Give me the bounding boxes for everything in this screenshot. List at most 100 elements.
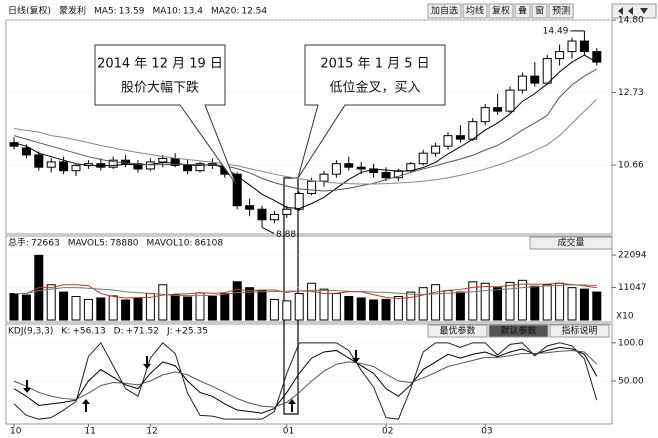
indicator-line	[13, 68, 598, 192]
volume-bar	[195, 292, 205, 321]
candle-body	[505, 89, 515, 112]
header-text: 86108	[194, 239, 223, 249]
toolbar-button[interactable]	[531, 3, 548, 19]
candle-body	[381, 171, 391, 179]
volume-bar	[369, 299, 379, 321]
volume-bar	[517, 279, 527, 321]
volume-panel	[5, 235, 613, 323]
toolbar-button-label: 窗	[535, 5, 544, 17]
y-tick-label: 22094	[618, 251, 647, 261]
callout-1: 2014 年 12 月 19 日 股价大幅下跌	[94, 44, 237, 185]
volume-bar	[232, 281, 242, 321]
indicator-line	[13, 346, 598, 414]
indicator-button-label: 指标说明	[561, 325, 597, 337]
volume-bar	[158, 284, 168, 321]
arrow	[82, 399, 90, 412]
volume-bar	[83, 298, 93, 321]
y-tick-label: 50.00	[618, 377, 644, 387]
volume-bar	[207, 295, 217, 321]
arrow	[352, 350, 360, 363]
volume-bar	[9, 293, 19, 321]
volume-bar	[530, 285, 540, 321]
candle-body	[46, 161, 56, 168]
toolbar-button[interactable]	[548, 3, 574, 19]
volume-bar	[431, 284, 441, 321]
header-text: K:	[61, 327, 70, 337]
callout-line: 2015 年 1 月 5 日	[320, 57, 429, 72]
indicator-button[interactable]	[427, 324, 488, 338]
volume-bar	[96, 297, 106, 321]
volume-bar	[319, 288, 329, 321]
candle-body	[555, 51, 565, 60]
arrow	[23, 380, 31, 393]
volume-bar	[381, 298, 391, 321]
header-text: MA20:	[211, 7, 239, 17]
volume-bar	[331, 293, 341, 321]
indicator-line	[13, 54, 598, 210]
y-tick-label: 11047	[618, 283, 647, 293]
candle-body	[307, 180, 317, 194]
dropdown-label: 成交量	[557, 237, 584, 249]
nav-arrows	[618, 7, 648, 15]
candle-body	[331, 163, 341, 175]
toolbar-button-label: 预测	[552, 6, 570, 17]
x-tick-label: 01	[283, 427, 294, 437]
candle-body	[121, 159, 131, 165]
x-tick-label: 10	[10, 427, 22, 437]
candle-body	[319, 173, 329, 182]
x-tick-label: 12	[146, 427, 157, 437]
volume-bar	[183, 296, 193, 321]
price-panel	[5, 19, 613, 235]
candle-body	[257, 208, 267, 221]
candle-body	[71, 164, 81, 172]
header-text: 总手:	[8, 237, 29, 249]
volume-bar	[455, 291, 465, 321]
header-text: 13.4	[183, 7, 203, 17]
volume-bar	[121, 299, 131, 321]
header-text: KDJ(9,3,3)	[8, 327, 53, 337]
toolbar-button[interactable]	[488, 3, 514, 19]
volume-bar	[170, 294, 180, 321]
dropdown[interactable]	[529, 236, 613, 250]
header-text: D:	[114, 327, 124, 337]
callout-shape	[94, 44, 237, 185]
header-text: MAVOL10:	[147, 239, 193, 249]
volume-bar	[592, 291, 602, 321]
indicator-button[interactable]	[549, 324, 610, 338]
toolbar-button[interactable]	[514, 3, 531, 19]
candle-body	[294, 192, 304, 210]
candle-body	[282, 208, 292, 215]
toolbar-button[interactable]	[427, 3, 462, 19]
callout-line: 股价大幅下跌	[121, 80, 199, 96]
annotation: 8.88	[276, 230, 296, 240]
header-text: 12.54	[241, 7, 267, 17]
candle-body	[245, 205, 255, 210]
callout-shape	[297, 44, 446, 179]
y-tick-label: 100.0	[618, 338, 644, 348]
volume-bar	[220, 293, 230, 321]
candle-body	[59, 161, 69, 172]
candle-body	[517, 75, 527, 91]
x-tick-label: 03	[481, 427, 492, 437]
volume-bar	[443, 290, 453, 321]
volume-bar	[71, 295, 81, 321]
toolbar-button-label: 叠	[518, 6, 527, 17]
volume-bar	[356, 297, 366, 321]
header-text: 13.59	[119, 7, 145, 17]
indicator-button-label: 默认参数	[500, 325, 536, 337]
indicator-button[interactable]	[488, 324, 549, 338]
candle-body	[493, 107, 503, 112]
callout-line: 低位金叉，买入	[329, 80, 420, 96]
annotation: 14.49	[543, 26, 569, 36]
x-tick-label: 02	[382, 427, 393, 437]
signal-arrows	[23, 350, 360, 412]
unit-label: X10	[616, 312, 634, 322]
candle-body	[34, 154, 44, 168]
toolbar-button[interactable]	[462, 3, 488, 19]
volume-bar	[294, 293, 304, 321]
volume-bar	[555, 282, 565, 321]
header-text: 蒙发利	[59, 5, 86, 17]
header-text: MA10:	[153, 7, 181, 17]
